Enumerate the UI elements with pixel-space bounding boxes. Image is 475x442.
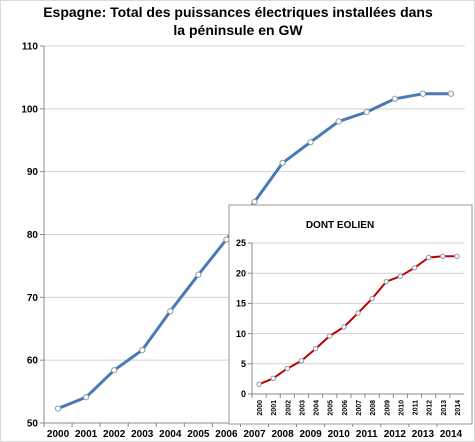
data-point <box>440 253 446 259</box>
x-tick-label: 2007 <box>356 400 363 416</box>
x-tick-label: 2002 <box>285 400 292 416</box>
x-tick-label: 2007 <box>243 429 266 440</box>
inset-series-eolien <box>256 253 460 388</box>
x-tick-label: 2003 <box>299 400 306 416</box>
data-point <box>167 308 174 315</box>
main-y-axis: 50 60 70 80 90 100 110 <box>21 42 44 430</box>
x-tick-label: 2014 <box>440 429 463 440</box>
x-tick-label: 2014 <box>455 400 462 416</box>
x-tick-label: 2009 <box>300 429 323 440</box>
x-tick-label: 2000 <box>47 429 70 440</box>
x-tick-label: 2005 <box>328 400 335 416</box>
inset-y-axis: 0 5 10 15 20 25 <box>236 238 252 399</box>
x-tick-label: 2002 <box>103 429 126 440</box>
y-tick-label: 70 <box>27 293 39 304</box>
data-point <box>195 271 202 278</box>
y-tick-label: 50 <box>27 419 39 430</box>
data-point <box>447 90 455 97</box>
data-point <box>256 381 262 388</box>
data-point <box>111 367 118 374</box>
data-point <box>54 405 62 412</box>
x-tick-label: 2008 <box>271 429 294 440</box>
x-tick-label: 2004 <box>314 400 321 416</box>
data-point <box>312 346 319 352</box>
x-tick-label: 2011 <box>356 429 378 440</box>
data-point <box>454 253 460 259</box>
data-point <box>307 139 314 146</box>
data-point <box>279 159 286 166</box>
data-point <box>363 108 370 116</box>
main-title-line-1: Espagne: Total des puissances électrique… <box>43 4 433 20</box>
data-point <box>298 358 305 364</box>
data-point <box>369 295 375 302</box>
x-tick-label: 2005 <box>187 429 210 440</box>
x-tick-label: 2011 <box>413 400 420 415</box>
x-tick-label: 2006 <box>215 429 238 440</box>
x-tick-label: 2008 <box>370 400 377 416</box>
data-point <box>83 394 90 401</box>
x-tick-label: 2006 <box>342 400 349 416</box>
inset-panel <box>228 204 473 425</box>
inset-x-axis: 2000 2001 2002 2003 2004 2005 2006 2007 2008 2009… <box>251 394 462 416</box>
x-tick-label: 2000 <box>257 400 264 416</box>
x-tick-label: 2009 <box>384 400 391 416</box>
main-series-total <box>54 90 455 412</box>
y-tick-label: 15 <box>236 299 246 309</box>
x-tick-label: 2010 <box>398 400 405 416</box>
main-title-line-2: la péninsule en GW <box>173 22 303 38</box>
data-point <box>425 254 432 261</box>
y-tick-label: 5 <box>241 359 246 369</box>
y-tick-label: 0 <box>241 389 246 399</box>
x-tick-label: 2003 <box>131 429 154 440</box>
y-tick-label: 100 <box>21 104 38 115</box>
main-x-axis: 2000 2001 2002 2003 2004 2005 2006 2007 2008 2009… <box>43 423 463 440</box>
data-point <box>355 310 361 316</box>
x-tick-label: 2013 <box>412 429 435 440</box>
data-point <box>335 118 342 125</box>
data-point <box>383 278 389 285</box>
x-tick-label: 2013 <box>441 400 448 416</box>
y-tick-label: 110 <box>22 42 39 53</box>
data-point <box>327 333 333 339</box>
x-tick-label: 2004 <box>159 429 182 440</box>
y-tick-label: 80 <box>27 230 39 241</box>
data-point <box>251 198 258 205</box>
data-point <box>270 375 276 381</box>
inset-gridlines <box>252 242 464 365</box>
data-point <box>139 347 146 354</box>
y-tick-label: 10 <box>236 329 246 339</box>
x-tick-label: 2001 <box>75 429 98 440</box>
data-point <box>419 90 426 97</box>
data-point <box>411 265 418 271</box>
x-tick-label: 2012 <box>427 400 434 416</box>
y-tick-label: 90 <box>27 167 39 178</box>
data-point <box>284 365 291 372</box>
x-tick-label: 2001 <box>271 400 278 416</box>
data-point <box>341 324 347 330</box>
x-tick-label: 2012 <box>384 429 407 440</box>
data-point <box>397 273 404 279</box>
data-point <box>223 236 230 243</box>
y-tick-label: 25 <box>236 238 246 248</box>
x-tick-label: 2010 <box>328 429 351 440</box>
y-tick-label: 20 <box>236 268 246 278</box>
y-tick-label: 60 <box>27 356 39 367</box>
inset-title: DONT EOLIEN <box>306 220 374 231</box>
data-point <box>391 95 398 102</box>
